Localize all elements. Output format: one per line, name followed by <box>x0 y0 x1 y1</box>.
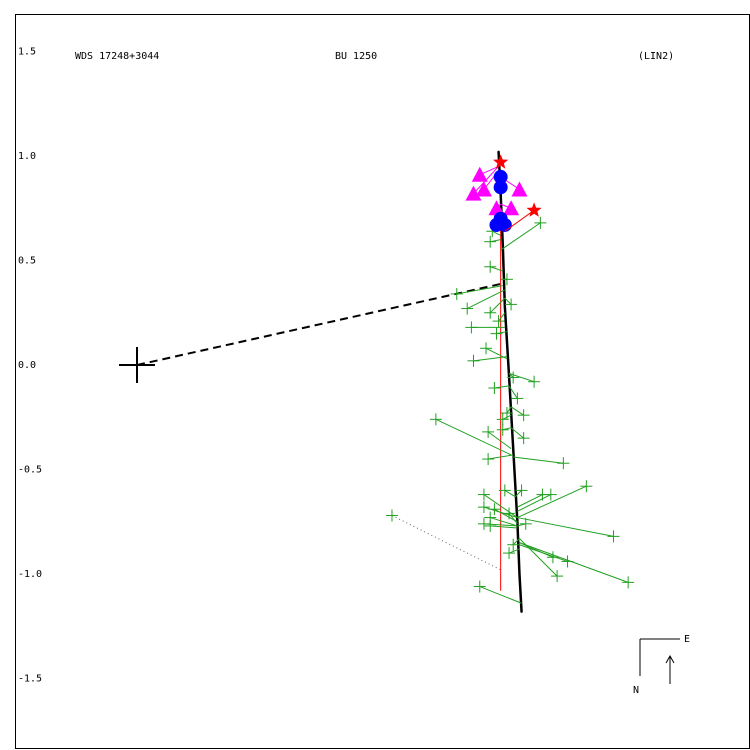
plus-residual-line <box>489 297 506 314</box>
plus-residual-line <box>502 414 512 420</box>
compass-north-label: N <box>633 685 639 696</box>
y-tick-label: -1.0 <box>18 569 42 580</box>
plus-residual-line <box>510 406 524 416</box>
orientation-compass: E N <box>633 634 690 696</box>
plus-residual-line <box>519 544 568 562</box>
plus-residual-line <box>517 494 552 512</box>
plus-residual-line <box>487 431 512 450</box>
plus-residual-line <box>479 586 522 604</box>
y-tick-label: 1.0 <box>18 151 36 162</box>
motion-arrow-icon <box>665 654 675 684</box>
plus-residual-line <box>500 222 541 251</box>
triangle-point <box>488 200 505 216</box>
plus-residual-line <box>506 406 512 414</box>
y-tick-label: 0.5 <box>18 256 36 267</box>
triangle-point <box>475 181 492 197</box>
y-tick-label: 1.5 <box>18 47 36 58</box>
triangle-point <box>465 185 482 201</box>
plus-residual-line <box>513 456 564 464</box>
plus-residual-line <box>508 548 520 554</box>
plus-residual-line <box>492 230 501 236</box>
circle-point <box>493 169 508 184</box>
plus-residual-line <box>514 490 522 498</box>
plus-residual-line <box>435 418 512 456</box>
observation-layer <box>385 154 635 604</box>
plus-residual-line <box>490 266 503 272</box>
plus-residual-line <box>504 489 516 498</box>
compass-east-label: E <box>684 634 690 645</box>
plus-residual-line <box>510 427 524 439</box>
dotted-line <box>391 515 501 571</box>
plus-residual-line <box>512 538 520 546</box>
plus-residual-line <box>508 513 518 525</box>
y-tick-label: 0.0 <box>18 360 36 371</box>
plus-residual-line <box>498 312 506 322</box>
plus-residual-line <box>490 517 518 527</box>
plus-residual-line <box>466 289 506 310</box>
plus-residual-line <box>517 494 543 508</box>
plus-residual-line <box>508 372 535 383</box>
star-point <box>526 202 542 217</box>
header-right-label: (LIN2) <box>638 51 674 62</box>
star-point <box>493 154 509 169</box>
periastron-line <box>136 282 503 366</box>
plus-residual-line <box>488 454 514 460</box>
plus-series <box>385 216 635 604</box>
y-tick-label: -0.5 <box>18 465 42 476</box>
plus-residual-line <box>473 356 507 362</box>
plus-residual-line <box>504 297 512 305</box>
triangle-point <box>471 166 488 182</box>
plus-residual-line <box>517 517 614 537</box>
plus-residual-line <box>517 485 587 519</box>
triangle-point <box>511 181 528 197</box>
y-axis-ticks: 1.5 1.0 0.5 0.0 -0.5 -1.0 -1.5 <box>18 47 42 685</box>
triangle-point <box>503 200 520 216</box>
header-center-label: BU 1250 <box>335 51 377 62</box>
circle-point <box>493 180 508 195</box>
circle-point <box>493 211 508 226</box>
y-tick-label: -1.5 <box>18 674 42 685</box>
star-residual-line <box>504 209 535 232</box>
orbit-layer <box>119 150 523 613</box>
plus-residual-line <box>508 385 518 399</box>
plot-frame <box>15 14 750 749</box>
header-left-label: WDS 17248+3044 <box>75 51 159 62</box>
plus-residual-line <box>519 542 629 583</box>
plus-residual-line <box>456 285 503 295</box>
star-series <box>493 154 542 232</box>
triangle-residual-line <box>473 166 499 194</box>
triangle-series <box>465 165 528 216</box>
